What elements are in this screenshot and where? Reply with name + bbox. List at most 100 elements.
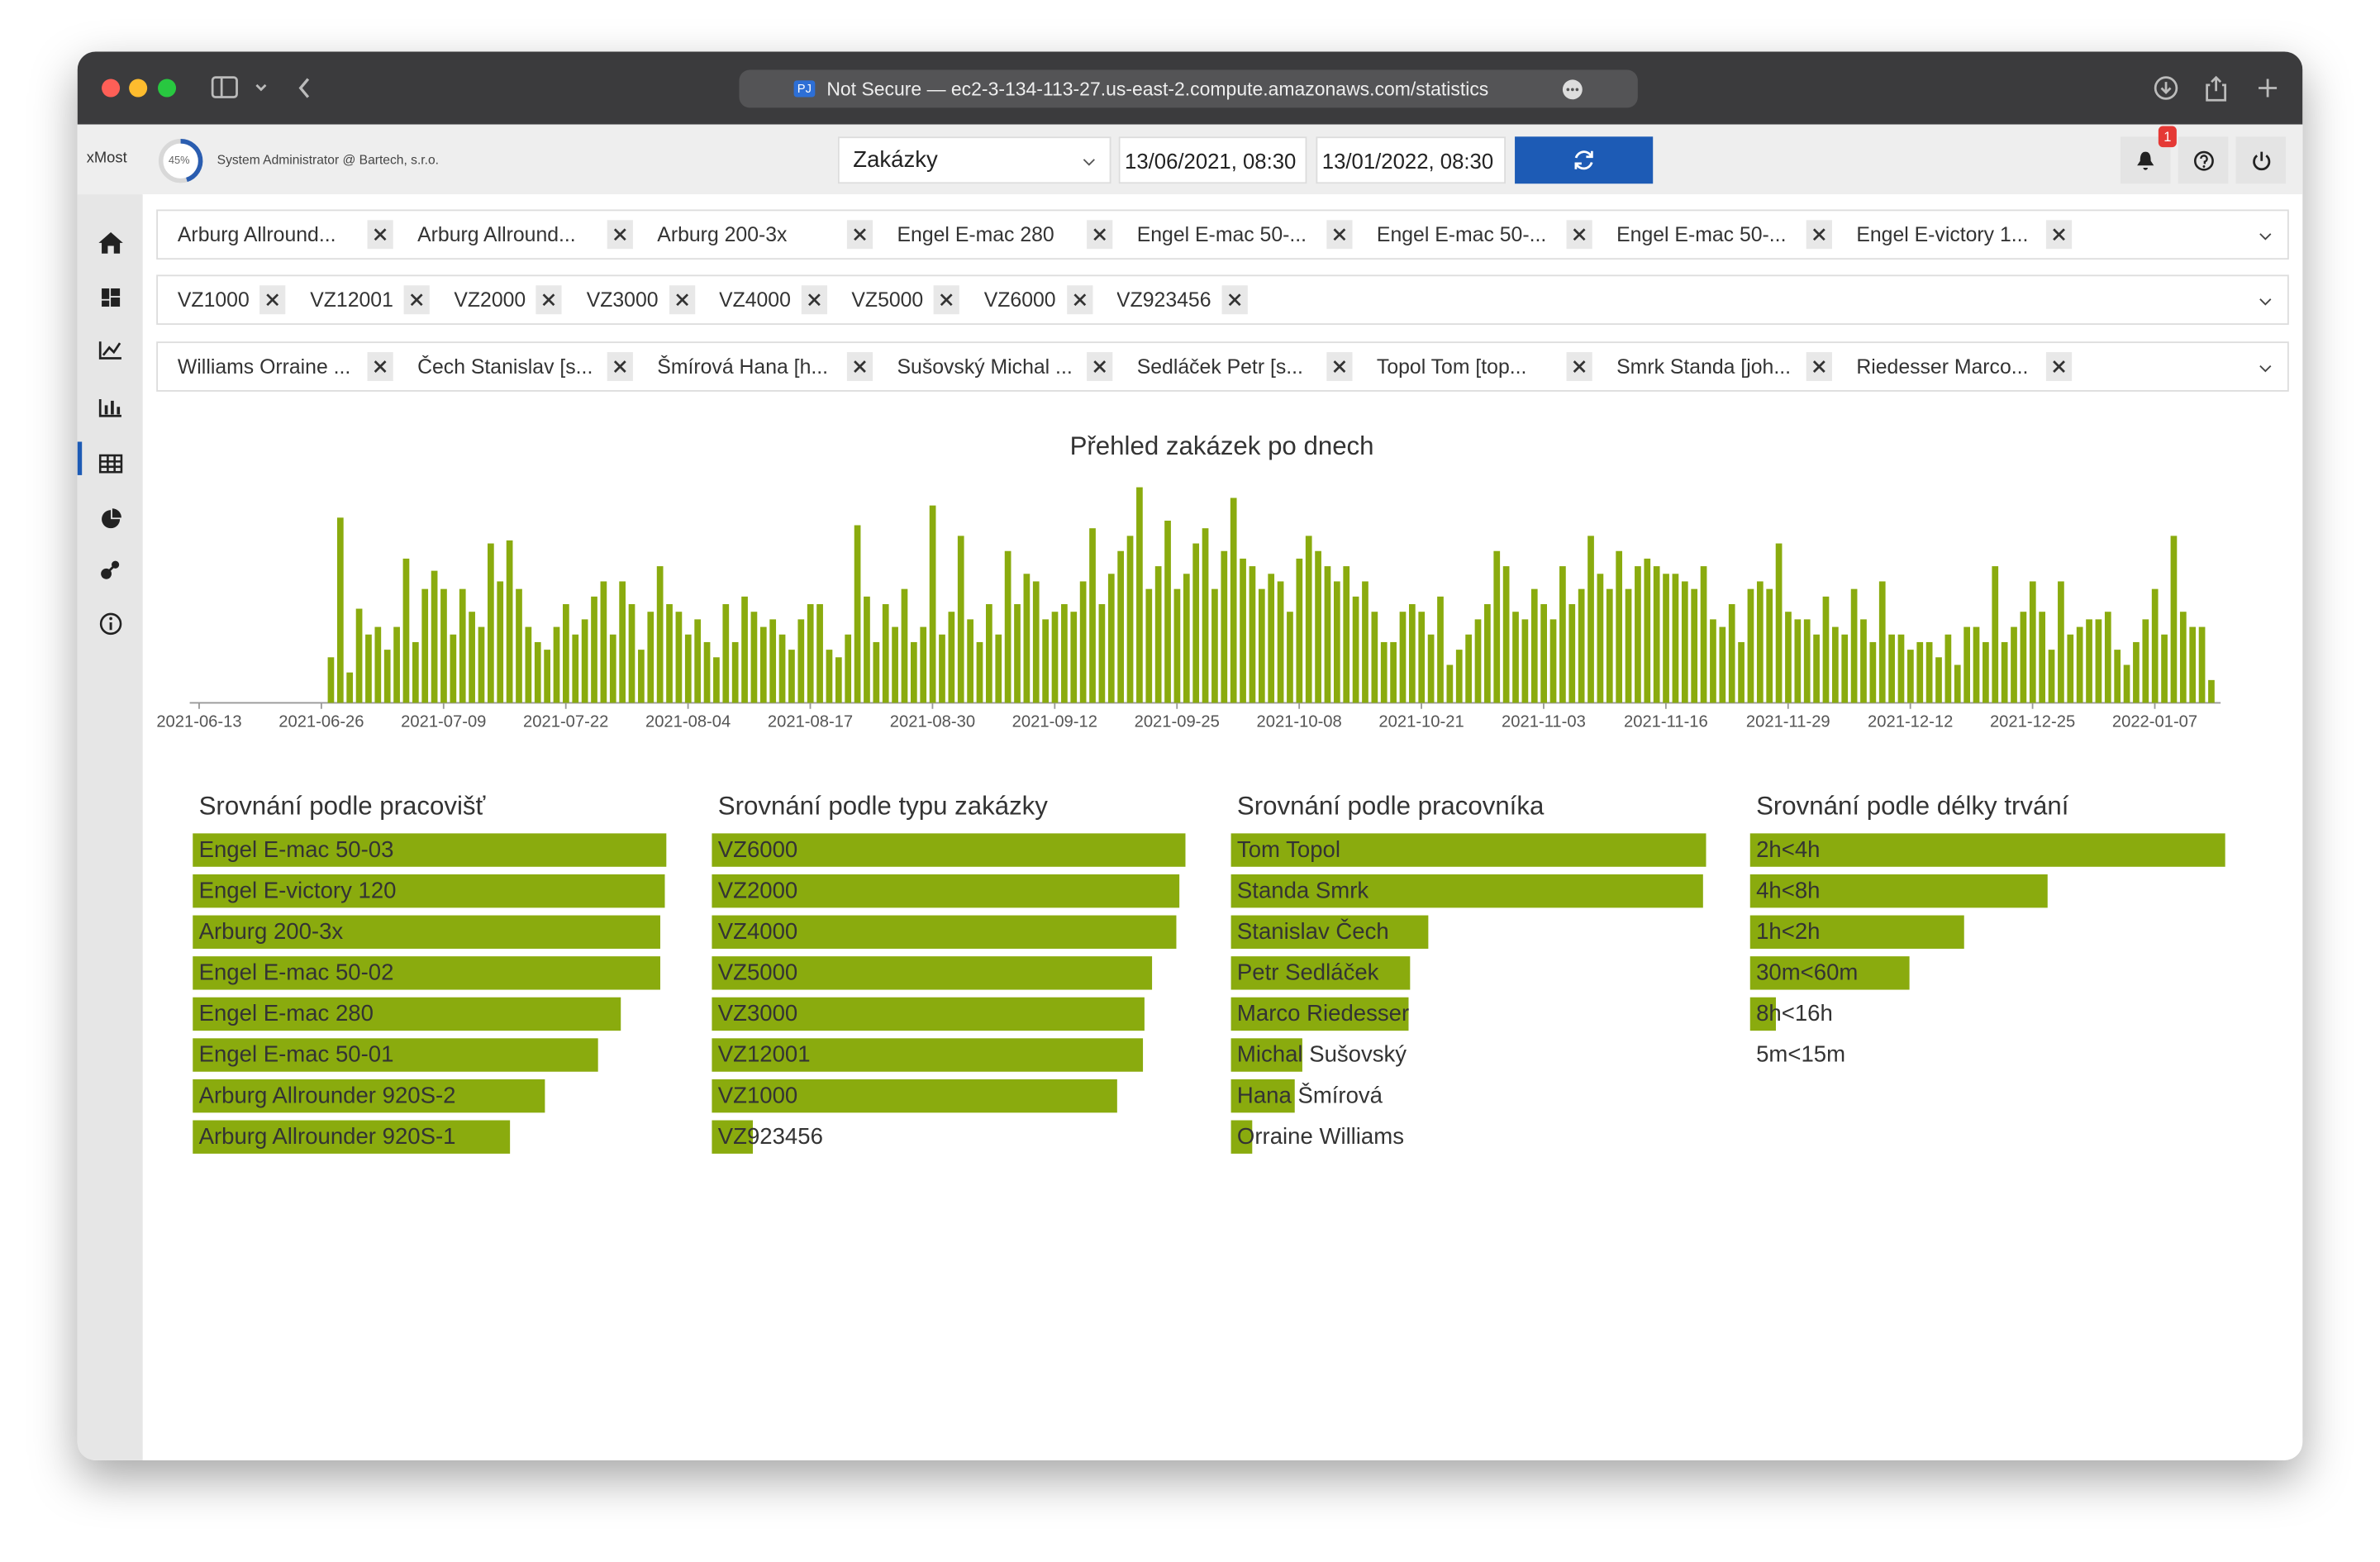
chip-remove[interactable] bbox=[1087, 220, 1113, 250]
bar bbox=[2104, 612, 2111, 703]
x-icon bbox=[543, 293, 556, 307]
date-from[interactable]: 13/06/2021, 08:30 bbox=[1118, 136, 1307, 184]
chip-remove[interactable] bbox=[846, 352, 873, 382]
x-icon bbox=[1093, 360, 1107, 373]
bar bbox=[1559, 566, 1566, 703]
worker-filter[interactable]: Williams Orraine ... Čech Stanislav [s...… bbox=[156, 341, 2289, 392]
notifications[interactable]: 1 bbox=[2120, 126, 2177, 184]
zoom[interactable] bbox=[158, 79, 177, 98]
chip-remove[interactable] bbox=[1326, 220, 1353, 250]
chart-title: Srovnání podle pracovišť bbox=[199, 791, 486, 820]
chip: Engel E-mac 50-... bbox=[1377, 220, 1592, 250]
chip-remove[interactable] bbox=[2045, 352, 2073, 382]
chip-label: Engel E-mac 50-... bbox=[1136, 223, 1307, 246]
chip-remove[interactable] bbox=[1087, 352, 1113, 382]
chip-remove[interactable] bbox=[1221, 285, 1248, 315]
chip: VZ5000 bbox=[851, 285, 960, 315]
date-from-value: 13/06/2021, 08:30 bbox=[1125, 148, 1297, 173]
chip-remove[interactable] bbox=[1066, 285, 1092, 315]
sidebar-icons[interactable] bbox=[96, 228, 126, 683]
bar bbox=[1493, 550, 1501, 703]
chip-remove[interactable] bbox=[367, 352, 393, 382]
nav-icons[interactable] bbox=[211, 73, 317, 103]
bar bbox=[1813, 634, 1820, 703]
refresh-button[interactable] bbox=[1515, 136, 1654, 184]
bar bbox=[1117, 550, 1125, 703]
chip-remove[interactable] bbox=[607, 220, 633, 250]
chip-remove[interactable] bbox=[846, 220, 873, 250]
bar-label: Standa Smrk bbox=[1237, 877, 1368, 902]
chip-remove[interactable] bbox=[934, 285, 960, 315]
x-icon bbox=[1812, 360, 1825, 373]
bar bbox=[572, 634, 579, 703]
bar bbox=[1756, 581, 1764, 703]
type-select[interactable]: Zakázky bbox=[837, 136, 1111, 184]
chip: VZ2000 bbox=[454, 285, 563, 315]
chip-remove[interactable] bbox=[403, 285, 430, 315]
bar bbox=[1107, 574, 1115, 703]
toolbar-icons[interactable] bbox=[2151, 73, 2287, 103]
bar bbox=[694, 619, 702, 703]
x-tick-label: 2021-06-13 bbox=[156, 713, 241, 731]
bar-label: Engel E-mac 50-03 bbox=[199, 836, 394, 862]
chip: Williams Orraine ... bbox=[178, 352, 393, 382]
bar bbox=[628, 604, 635, 703]
brand: xMost bbox=[86, 150, 127, 168]
chip-remove[interactable] bbox=[1806, 352, 1832, 382]
bar-label: 4h<8h bbox=[1756, 877, 1820, 902]
x-icon bbox=[2053, 360, 2065, 373]
chevron bbox=[1083, 159, 1095, 166]
bar bbox=[1850, 588, 1858, 703]
bar bbox=[1710, 619, 1716, 703]
chip-remove[interactable] bbox=[669, 285, 695, 315]
chip-label: Arburg 200-3x bbox=[657, 223, 788, 246]
chip: Engel E-victory 1... bbox=[1856, 220, 2073, 250]
logout[interactable] bbox=[2235, 136, 2287, 184]
bar bbox=[1954, 664, 1961, 703]
bar bbox=[1032, 581, 1040, 703]
bar bbox=[421, 588, 429, 703]
x-icon bbox=[1812, 228, 1825, 241]
bar bbox=[901, 588, 908, 703]
bar bbox=[2048, 650, 2055, 703]
address-bar[interactable]: PJ Not Secure — ec2-3-134-113-27.us-east-… bbox=[739, 69, 1638, 108]
chip-remove[interactable] bbox=[536, 285, 563, 315]
chip-remove[interactable] bbox=[1566, 220, 1592, 250]
help[interactable] bbox=[2178, 136, 2229, 184]
x-icon bbox=[613, 360, 626, 373]
chip-remove[interactable] bbox=[607, 352, 633, 382]
chart-title: Srovnání podle pracovníka bbox=[1237, 791, 1545, 820]
minimize[interactable] bbox=[129, 79, 148, 98]
bar bbox=[948, 612, 955, 703]
chip-label: Arburg Allround... bbox=[417, 223, 576, 246]
chip-label: VZ12001 bbox=[310, 288, 393, 312]
more[interactable] bbox=[1561, 79, 1583, 100]
bar bbox=[488, 543, 494, 703]
bar bbox=[1258, 588, 1265, 703]
workplace-filter[interactable]: Arburg Allround... Arburg Allround... Arbu… bbox=[156, 209, 2289, 260]
bar bbox=[712, 833, 1186, 867]
title-bar: PJ Not Secure — ec2-3-134-113-27.us-east-… bbox=[77, 51, 2303, 125]
chip-remove[interactable] bbox=[2045, 220, 2073, 250]
x-icon bbox=[1073, 293, 1086, 307]
chip-remove[interactable] bbox=[1806, 220, 1832, 250]
bar bbox=[1051, 612, 1059, 703]
bar bbox=[1418, 612, 1426, 703]
chip-remove[interactable] bbox=[1566, 352, 1592, 382]
chip-remove[interactable] bbox=[259, 285, 286, 315]
chip-remove[interactable] bbox=[1326, 352, 1353, 382]
bar bbox=[1173, 588, 1181, 703]
bar-label: VZ923456 bbox=[718, 1123, 823, 1149]
date-to[interactable]: 13/01/2022, 08:30 bbox=[1316, 136, 1507, 184]
chart-title: Srovnání podle typu zakázky bbox=[718, 791, 1049, 820]
chip: Arburg Allround... bbox=[178, 220, 393, 250]
bar bbox=[1878, 581, 1886, 703]
bar bbox=[506, 540, 513, 703]
bar bbox=[2020, 612, 2027, 703]
chip-remove[interactable] bbox=[367, 220, 393, 250]
type-filter[interactable]: VZ1000 VZ12001 VZ2000 VZ3000 VZ4000 VZ5000 VZ6… bbox=[156, 274, 2289, 326]
close[interactable] bbox=[102, 79, 121, 98]
chip-remove[interactable] bbox=[801, 285, 827, 315]
chip-label: VZ1000 bbox=[177, 288, 250, 312]
